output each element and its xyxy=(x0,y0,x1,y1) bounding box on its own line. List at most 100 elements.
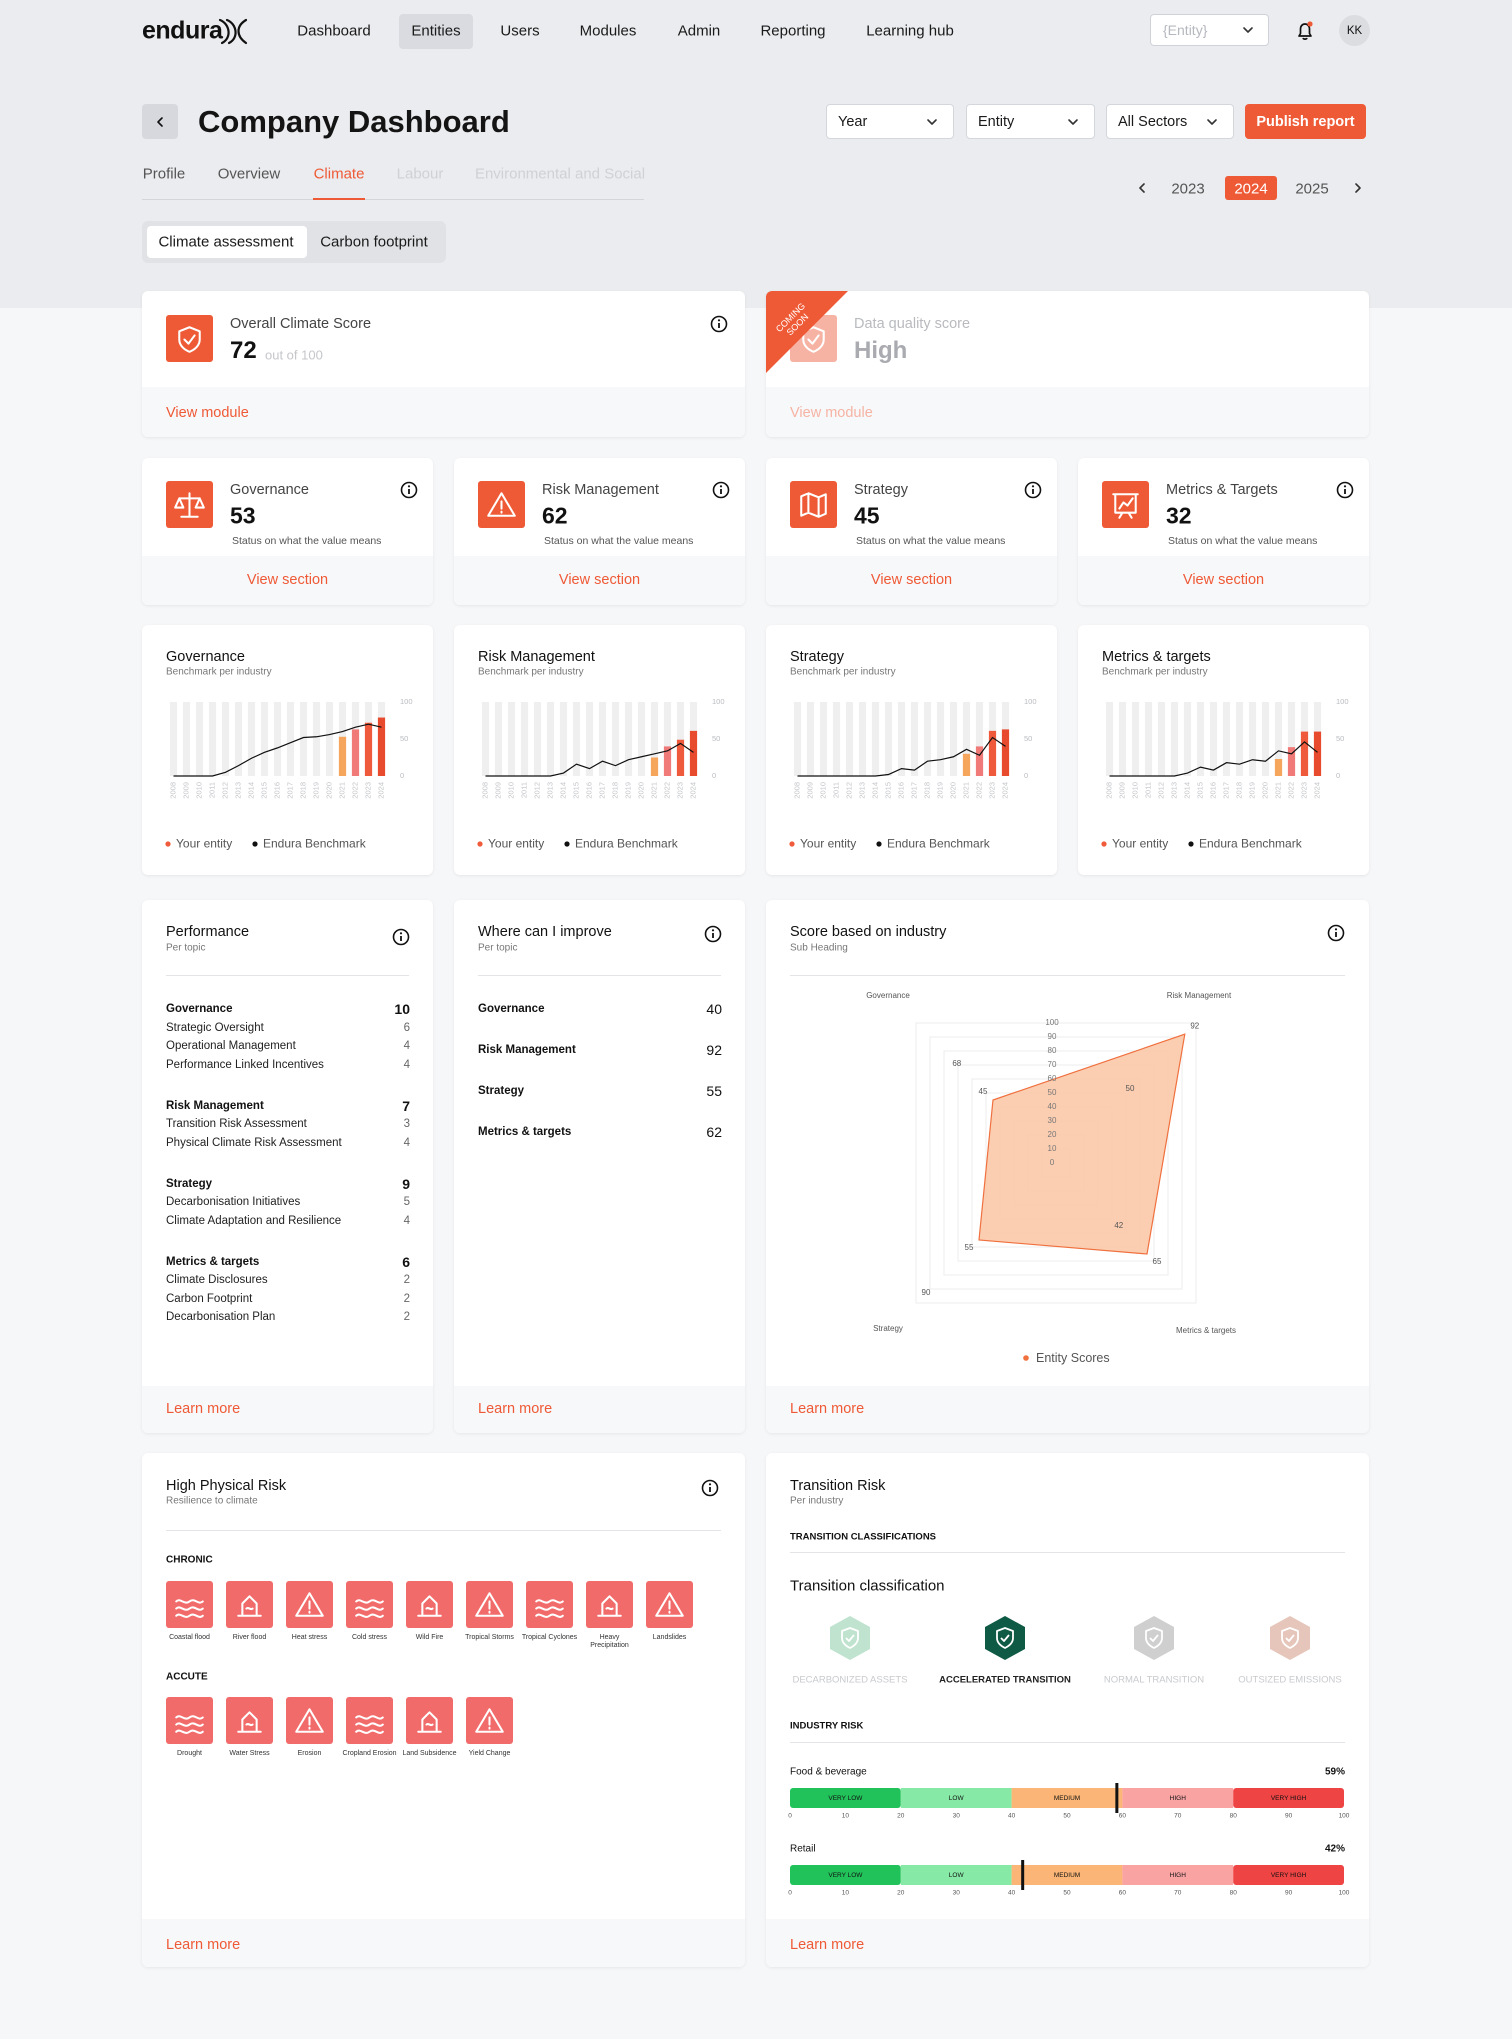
card-link[interactable]: View section xyxy=(558,572,641,588)
bar-track xyxy=(585,702,594,776)
card-link[interactable]: View module xyxy=(166,405,249,421)
filter-select[interactable] xyxy=(1106,104,1234,139)
card-link[interactable]: View section xyxy=(246,572,329,588)
filter-select[interactable] xyxy=(966,104,1095,139)
tab[interactable]: Overview xyxy=(217,165,281,183)
year-option[interactable]: 2025 xyxy=(1295,180,1329,197)
back-button[interactable] xyxy=(142,104,178,139)
nav-item[interactable]: Learning hub xyxy=(866,22,954,40)
tab[interactable]: Labour xyxy=(396,165,444,183)
avatar[interactable] xyxy=(1339,15,1370,46)
card-link[interactable]: Learn more xyxy=(790,1937,865,1953)
x-tick-label: 2024 xyxy=(1312,782,1321,799)
nav-item[interactable]: Users xyxy=(500,22,540,40)
x-tick-label: 2024 xyxy=(376,782,385,799)
x-tick-label: 2018 xyxy=(298,782,307,799)
legend-dot xyxy=(477,841,483,847)
x-tick-label: 2008 xyxy=(792,782,801,799)
classification-icon xyxy=(985,1616,1025,1660)
bar-track xyxy=(910,702,919,776)
bar-track xyxy=(1222,702,1231,776)
x-tick-label: 2013 xyxy=(857,782,866,799)
bar-track xyxy=(936,702,945,776)
card-link[interactable]: Learn more xyxy=(478,1401,553,1417)
item-name: Physical Climate Risk Assessment xyxy=(166,1136,342,1149)
benchmark-chart: 2008 2009 2010 2011 2012 2013 2014 2015 2016 2017… xyxy=(477,697,725,851)
card-footer xyxy=(1078,556,1369,605)
radar-reference-label: 68 xyxy=(952,1059,961,1068)
risk-label: Cold stress xyxy=(351,1634,387,1641)
bar-track xyxy=(793,702,802,776)
radar-ring xyxy=(943,1050,1169,1276)
x-tick-label: 2014 xyxy=(1182,782,1191,799)
bar xyxy=(975,746,984,776)
risk-label: Land Subsidence xyxy=(402,1750,457,1757)
divider xyxy=(166,1530,721,1531)
card-link[interactable]: Learn more xyxy=(790,1401,865,1417)
card-link[interactable]: Learn more xyxy=(166,1401,241,1417)
nav-item[interactable]: Reporting xyxy=(760,22,826,40)
card-link[interactable]: View section xyxy=(1182,572,1265,588)
icon-glyph xyxy=(175,1599,204,1618)
icon-box xyxy=(166,1581,213,1628)
x-tick-label: 2017 xyxy=(597,782,606,799)
nav-item[interactable]: Dashboard xyxy=(297,22,371,40)
y-tick-label: 50 xyxy=(1024,734,1032,743)
publish-button[interactable] xyxy=(1245,104,1366,139)
bar-track xyxy=(572,702,581,776)
chart-title: Metrics & targets xyxy=(1102,649,1211,665)
year-active xyxy=(1225,176,1277,200)
nav-item[interactable]: Admin xyxy=(677,22,721,40)
card-link[interactable]: View section xyxy=(870,572,953,588)
icon-shape xyxy=(237,1711,262,1733)
filter-select[interactable] xyxy=(826,104,954,139)
bar-track xyxy=(1170,702,1179,776)
card-link[interactable]: Learn more xyxy=(166,1937,241,1953)
x-tick-label: 0 xyxy=(788,1890,792,1897)
x-tick-label: 2008 xyxy=(480,782,489,799)
legend-dot xyxy=(876,841,882,847)
risk-band xyxy=(790,1865,901,1885)
radar-value-label: 65 xyxy=(1153,1257,1162,1266)
subtab[interactable]: Carbon footprint xyxy=(320,233,428,251)
x-tick-label: 2022 xyxy=(350,782,359,799)
icon-box xyxy=(166,1697,213,1744)
info-dot xyxy=(1334,928,1338,931)
ribbon-shape xyxy=(766,291,848,373)
legend-label: Your entity xyxy=(1112,837,1168,851)
risk-scale: VERY LOW LOW MEDIUM HIGH VERY HIGH 0 10 20 30 40 5… xyxy=(788,1783,1350,1820)
nav-item[interactable]: Entities xyxy=(411,22,461,40)
x-tick-label: 2009 xyxy=(1117,782,1126,799)
bar-track xyxy=(273,702,282,776)
x-tick-label: 2018 xyxy=(922,782,931,799)
icon xyxy=(295,1708,324,1733)
risk-band-label: MEDIUM xyxy=(1054,1795,1080,1802)
bar-track xyxy=(871,702,880,776)
legend-label: Endura Benchmark xyxy=(575,837,679,851)
tab[interactable]: Profile xyxy=(142,165,186,183)
icon-glyph xyxy=(475,1708,504,1733)
card-link[interactable]: View module xyxy=(790,405,873,421)
bar xyxy=(650,757,659,776)
card-title: High Physical Risk xyxy=(166,1478,287,1494)
year-option[interactable]: 2024 xyxy=(1234,180,1268,197)
nav-item[interactable]: Modules xyxy=(579,22,637,40)
bar-track xyxy=(1274,702,1283,776)
icon-box xyxy=(790,481,837,528)
chevron xyxy=(1068,118,1078,125)
subtab[interactable]: Climate assessment xyxy=(158,233,294,251)
bell xyxy=(1298,23,1312,40)
row-value: 55 xyxy=(706,1083,722,1099)
tab[interactable]: Climate xyxy=(313,165,365,183)
risk-band xyxy=(1011,1865,1123,1885)
filter-text: Year xyxy=(838,113,868,130)
year-option[interactable]: 2023 xyxy=(1171,180,1205,197)
risk-label: Tropical Storms xyxy=(465,1634,514,1641)
y-tick-label: 100 xyxy=(400,697,413,706)
tab[interactable]: Environmental and Social xyxy=(474,165,646,183)
entity-select-text: {Entity} xyxy=(1163,22,1208,38)
item-name: Carbon Footprint xyxy=(166,1292,253,1305)
bar-track xyxy=(182,702,191,776)
x-tick-label: 2020 xyxy=(948,782,957,799)
bar-track xyxy=(611,702,620,776)
